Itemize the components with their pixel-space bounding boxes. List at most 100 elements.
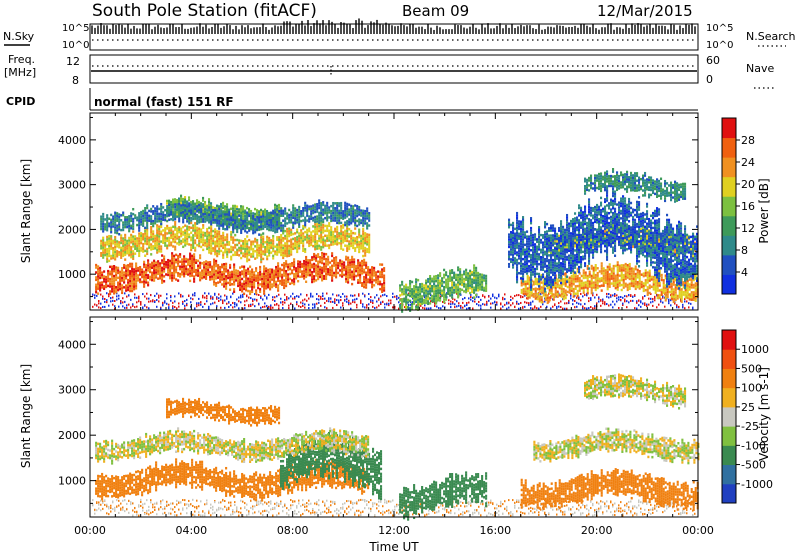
heatmap-cell — [337, 261, 340, 265]
heatmap-cell — [373, 269, 376, 272]
heatmap-cell — [250, 252, 253, 256]
heatmap-cell — [181, 263, 184, 266]
heatmap-cell — [328, 216, 331, 219]
scatter-cell — [96, 304, 98, 307]
heatmap-cell — [325, 277, 328, 281]
heatmap-cell — [409, 289, 412, 293]
heatmap-cell — [415, 278, 418, 281]
heatmap-cell — [203, 268, 206, 272]
heatmap-cell — [143, 277, 146, 281]
heatmap-cell — [202, 211, 205, 215]
heatmap-cell — [230, 207, 233, 211]
heatmap-cell — [249, 277, 252, 281]
heatmap-cell — [173, 269, 176, 272]
heatmap-cell — [291, 264, 294, 267]
heatmap-cell — [278, 227, 281, 230]
heatmap-cell — [188, 214, 191, 218]
heatmap-cell — [276, 209, 279, 213]
heatmap-cell — [210, 218, 213, 221]
heatmap-cell — [435, 297, 438, 300]
heatmap-cell — [286, 242, 289, 246]
heatmap-cell — [332, 216, 335, 220]
scatter-cell — [230, 295, 232, 298]
heatmap-cell — [216, 209, 219, 212]
heatmap-cell — [292, 211, 295, 215]
heatmap-cell — [172, 205, 175, 209]
heatmap-cell — [277, 262, 280, 265]
heatmap-cell — [451, 283, 454, 287]
heatmap-cell — [132, 220, 135, 223]
heatmap-cell — [210, 237, 213, 240]
heatmap-cell — [281, 276, 284, 279]
heatmap-cell — [332, 211, 335, 215]
heatmap-cell — [101, 276, 104, 279]
heatmap-cell — [366, 235, 369, 239]
heatmap-cell — [336, 204, 339, 207]
heatmap-cell — [251, 280, 254, 284]
scatter-cell — [198, 302, 200, 305]
heatmap-cell — [445, 298, 448, 301]
heatmap-cell — [192, 239, 195, 242]
heatmap-cell — [204, 200, 207, 204]
heatmap-cell — [457, 268, 460, 272]
heatmap-cell — [150, 233, 153, 236]
heatmap-cell — [218, 240, 221, 243]
heatmap-cell — [437, 274, 440, 277]
scatter-cell — [164, 301, 166, 304]
heatmap-cell — [128, 241, 131, 245]
heatmap-cell — [251, 288, 254, 291]
heatmap-cell — [196, 215, 199, 218]
heatmap-cell — [235, 274, 238, 277]
scatter-cell — [472, 296, 474, 299]
heatmap-cell — [249, 282, 252, 286]
scatter-cell — [270, 304, 272, 307]
heatmap-cell — [401, 280, 404, 284]
heatmap-cell — [204, 234, 207, 237]
heatmap-cell — [110, 235, 113, 238]
heatmap-cell — [236, 243, 239, 247]
heatmap-cell — [264, 225, 267, 229]
scatter-cell — [550, 307, 552, 310]
heatmap-cell — [350, 204, 353, 208]
scatter-cell — [602, 302, 604, 305]
heatmap-cell — [226, 243, 229, 246]
heatmap-cell — [216, 221, 219, 225]
heatmap-cell — [293, 280, 296, 283]
heatmap-cell — [273, 284, 276, 287]
heatmap-cell — [184, 239, 187, 242]
heatmap-cell — [114, 223, 117, 227]
heatmap-cell — [300, 212, 303, 215]
scatter-cell — [190, 305, 192, 308]
heatmap-cell — [115, 290, 118, 294]
heatmap-cell — [130, 246, 133, 249]
scatter-cell — [424, 307, 426, 310]
heatmap-cell — [467, 277, 470, 280]
heatmap-cell — [134, 214, 137, 217]
scatter-cell — [348, 299, 350, 302]
heatmap-cell — [172, 240, 175, 243]
heatmap-cell — [320, 216, 323, 220]
heatmap-cell — [365, 266, 368, 270]
heatmap-cell — [325, 257, 328, 261]
heatmap-cell — [146, 237, 149, 241]
heatmap-cell — [210, 222, 213, 226]
heatmap-cell — [144, 219, 147, 222]
heatmap-cell — [148, 246, 151, 249]
heatmap-cell — [202, 226, 205, 229]
heatmap-cell — [206, 211, 209, 215]
heatmap-cell — [139, 270, 142, 274]
scatter-cell — [244, 300, 246, 303]
heatmap-cell — [164, 229, 167, 233]
heatmap-cell — [185, 260, 188, 263]
heatmap-cell — [371, 271, 374, 274]
heatmap-cell — [304, 250, 307, 254]
heatmap-cell — [250, 255, 253, 258]
heatmap-cell — [336, 221, 339, 225]
heatmap-cell — [415, 283, 418, 286]
scatter-cell — [374, 306, 376, 309]
heatmap-cell — [290, 231, 293, 234]
heatmap-cell — [189, 272, 192, 275]
heatmap-cell — [231, 282, 234, 286]
heatmap-cell — [325, 262, 328, 266]
scatter-cell — [626, 300, 628, 303]
